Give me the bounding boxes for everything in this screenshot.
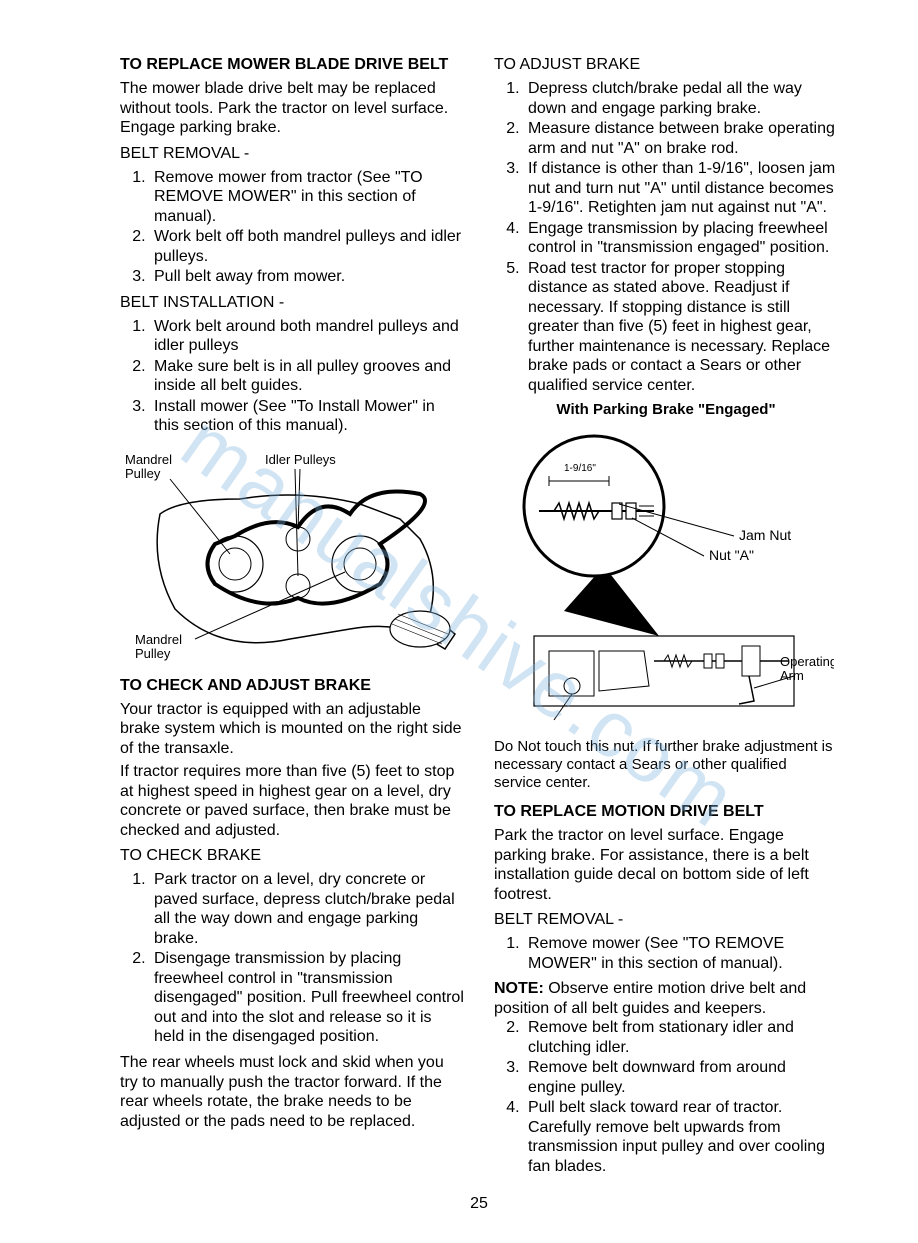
heading-belt-install: BELT INSTALLATION -: [120, 293, 464, 313]
list-item: Disengage transmission by placing freewh…: [150, 949, 464, 1047]
svg-text:Operating: Operating: [780, 654, 834, 669]
left-column: TO REPLACE MOWER BLADE DRIVE BELT The mo…: [120, 55, 464, 1183]
para-brake-intro2: If tractor requires more than five (5) f…: [120, 762, 464, 840]
list-belt-install: Work belt around both mandrel pulleys an…: [120, 317, 464, 436]
list-check-brake: Park tractor on a level, dry concrete or…: [120, 870, 464, 1047]
list-item: Remove belt downward from around engine …: [524, 1058, 838, 1097]
list-item: Depress clutch/brake pedal all the way d…: [524, 79, 838, 118]
diagram-label: Mandrel: [125, 452, 172, 467]
list-item: Install mower (See "To Install Mower" in…: [150, 397, 464, 436]
svg-text:Pulley: Pulley: [125, 466, 161, 481]
para-brake-intro1: Your tractor is equipped with an adjusta…: [120, 700, 464, 759]
heading-adjust-brake: TO ADJUST BRAKE: [494, 55, 838, 75]
svg-text:Idler Pulleys: Idler Pulleys: [265, 452, 336, 467]
list-item: If distance is other than 1-9/16", loose…: [524, 159, 838, 218]
note-label: NOTE:: [494, 980, 544, 997]
heading-check-brake: TO CHECK AND ADJUST BRAKE: [120, 676, 464, 696]
list-item: Engage transmission by placing freewheel…: [524, 219, 838, 258]
diagram-brake-assembly: 1-9/16" Jam Nut Nut "A": [494, 426, 838, 726]
list-item: Make sure belt is in all pulley grooves …: [150, 357, 464, 396]
svg-text:Mandrel: Mandrel: [135, 632, 182, 647]
list-item: Pull belt slack toward rear of tractor. …: [524, 1098, 838, 1176]
list-item: Remove mower (See "TO REMOVE MOWER" in t…: [524, 934, 838, 973]
para-rear-wheels: The rear wheels must lock and skid when …: [120, 1053, 464, 1131]
list-adjust-brake: Depress clutch/brake pedal all the way d…: [494, 79, 838, 395]
svg-text:Jam Nut: Jam Nut: [739, 527, 791, 543]
svg-text:1-9/16": 1-9/16": [564, 463, 596, 474]
svg-text:Pulley: Pulley: [135, 646, 171, 661]
manual-page: manualshive.com TO REPLACE MOWER BLADE D…: [0, 0, 918, 1243]
list-belt-removal: Remove mower from tractor (See "TO REMOV…: [120, 168, 464, 287]
right-column: TO ADJUST BRAKE Depress clutch/brake ped…: [494, 55, 838, 1183]
diagram-footnote: Do Not touch this nut. If further brake …: [494, 738, 838, 792]
diagram-mower-deck: Mandrel Pulley Idler Pulleys Mandrel Pul…: [120, 444, 464, 664]
list-item: Work belt off both mandrel pulleys and i…: [150, 227, 464, 266]
list-item: Measure distance between brake operating…: [524, 119, 838, 158]
list-motion-removal-b: Remove belt from stationary idler and cl…: [494, 1018, 838, 1176]
list-item: Park tractor on a level, dry concrete or…: [150, 870, 464, 948]
list-item: Remove mower from tractor (See "TO REMOV…: [150, 168, 464, 227]
list-motion-removal-a: Remove mower (See "TO REMOVE MOWER" in t…: [494, 934, 838, 973]
list-item: Work belt around both mandrel pulleys an…: [150, 317, 464, 356]
list-item: Remove belt from stationary idler and cl…: [524, 1018, 838, 1057]
diagram-caption: With Parking Brake "Engaged": [494, 401, 838, 418]
heading-to-check-brake: TO CHECK BRAKE: [120, 846, 464, 866]
heading-motion-removal: BELT REMOVAL -: [494, 910, 838, 930]
para-motion-intro: Park the tractor on level surface. Engag…: [494, 826, 838, 904]
para-intro-belt: The mower blade drive belt may be replac…: [120, 79, 464, 138]
svg-text:Nut "A": Nut "A": [709, 547, 754, 563]
two-column-layout: TO REPLACE MOWER BLADE DRIVE BELT The mo…: [120, 55, 838, 1183]
note-observe: NOTE: Observe entire motion drive belt a…: [494, 979, 838, 1018]
svg-text:Arm: Arm: [780, 668, 804, 683]
heading-replace-belt: TO REPLACE MOWER BLADE DRIVE BELT: [120, 55, 464, 75]
page-number: 25: [120, 1195, 838, 1213]
list-item: Pull belt away from mower.: [150, 267, 464, 287]
heading-motion-belt: TO REPLACE MOTION DRIVE BELT: [494, 802, 838, 822]
heading-belt-removal: BELT REMOVAL -: [120, 144, 464, 164]
list-item: Road test tractor for proper stopping di…: [524, 259, 838, 396]
